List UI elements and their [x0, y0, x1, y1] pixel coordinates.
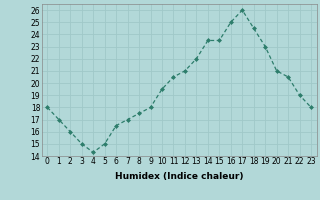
X-axis label: Humidex (Indice chaleur): Humidex (Indice chaleur) [115, 172, 244, 181]
